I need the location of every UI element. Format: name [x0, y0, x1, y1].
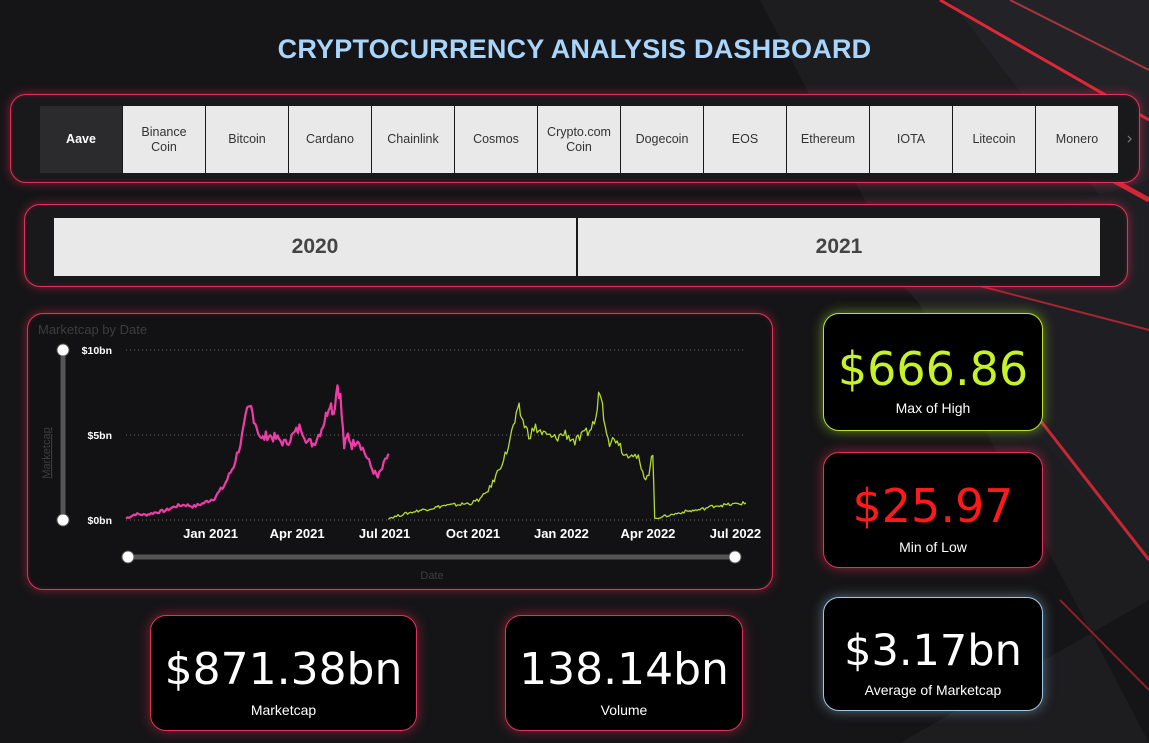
x-tick-label: Jan 2021: [183, 526, 238, 541]
kpi-value: $666.86: [837, 342, 1029, 396]
x-range-slider-handle: [121, 550, 135, 564]
y-range-slider-handle: [56, 513, 70, 527]
y-tick-label: $0bn: [87, 515, 112, 527]
coin-button-binance-coin[interactable]: Binance Coin: [123, 106, 205, 173]
coin-button-bitcoin[interactable]: Bitcoin: [206, 106, 288, 173]
kpi-label: Max of High: [895, 400, 971, 416]
year-slicer: 2020 2021: [24, 204, 1128, 287]
chart-title: Marketcap by Date: [38, 322, 147, 337]
series-line-0: [125, 384, 390, 520]
coin-slicer: Aave Binance Coin Bitcoin Cardano Chainlink C…: [10, 94, 1140, 183]
year-button-2020[interactable]: 2020: [54, 218, 576, 276]
x-tick-label: Jul 2022: [710, 526, 761, 541]
x-axis-label: Date: [420, 570, 443, 582]
x-tick-label: Jan 2022: [534, 526, 589, 541]
kpi-label: Marketcap: [250, 702, 317, 718]
y-range-slider-handle: [56, 343, 70, 357]
kpi-max-high: $666.86 Max of High: [823, 313, 1043, 431]
coin-button-cardano[interactable]: Cardano: [289, 106, 371, 173]
coin-button-dogecoin[interactable]: Dogecoin: [621, 106, 703, 173]
kpi-marketcap: $871.38bn Marketcap: [150, 615, 417, 731]
kpi-value: $871.38bn: [164, 644, 403, 695]
y-axis-label: Marketcap: [41, 427, 53, 478]
x-range-slider-handle: [728, 550, 742, 564]
coin-button-eos[interactable]: EOS: [704, 106, 786, 173]
kpi-value: $3.17bn: [844, 626, 1022, 676]
coin-button-iota[interactable]: IOTA: [870, 106, 952, 173]
kpi-label: Volume: [600, 702, 648, 718]
coin-button-chainlink[interactable]: Chainlink: [372, 106, 454, 173]
x-tick-label: Oct 2021: [446, 526, 500, 541]
coin-button-row: Aave Binance Coin Bitcoin Cardano Chainlink C…: [40, 106, 1119, 173]
kpi-label: Min of Low: [899, 539, 967, 555]
marketcap-chart: Marketcap by Date $0bn $5bn $10bn Marketcap J…: [27, 313, 773, 590]
coin-button-cosmos[interactable]: Cosmos: [455, 106, 537, 173]
kpi-min-low: $25.97 Min of Low: [823, 452, 1043, 568]
x-tick-label: Jul 2021: [359, 526, 410, 541]
kpi-volume: 138.14bn Volume: [505, 615, 743, 731]
x-tick-label: Apr 2021: [270, 526, 325, 541]
coin-button-aave[interactable]: Aave: [40, 106, 122, 173]
year-button-2021[interactable]: 2021: [578, 218, 1100, 276]
kpi-label: Average of Marketcap: [864, 682, 1002, 698]
y-tick-label: $10bn: [82, 345, 112, 357]
series-line-1: [387, 391, 747, 520]
chevron-right-icon[interactable]: ›: [1126, 129, 1133, 149]
x-tick-label: Apr 2022: [620, 526, 675, 541]
coin-button-crypto-com-coin[interactable]: Crypto.com Coin: [538, 106, 620, 173]
kpi-value: $25.97: [852, 479, 1014, 533]
kpi-average-marketcap: $3.17bn Average of Marketcap: [823, 597, 1043, 711]
y-tick-label: $5bn: [87, 430, 112, 442]
marketcap-line-chart: Marketcap by Date $0bn $5bn $10bn Marketcap J…: [38, 322, 761, 582]
coin-button-monero[interactable]: Monero: [1036, 106, 1118, 173]
coin-button-litecoin[interactable]: Litecoin: [953, 106, 1035, 173]
coin-button-ethereum[interactable]: Ethereum: [787, 106, 869, 173]
page-title: CRYPTOCURRENCY ANALYSIS DASHBOARD: [277, 34, 872, 64]
kpi-value: 138.14bn: [519, 644, 729, 695]
